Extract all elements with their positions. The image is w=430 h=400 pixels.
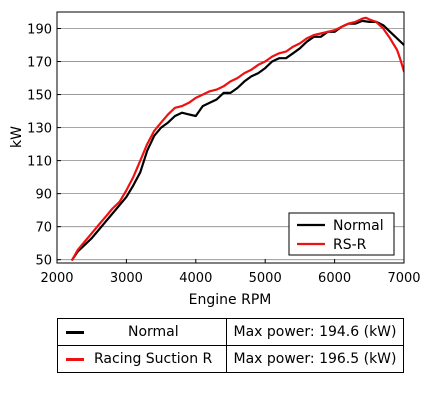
power-chart: 2000 3000 4000 5000 6000 7000 50 70 90 110 130 150… [9,11,421,308]
y-tick-label: 190 [27,23,52,38]
normal-swatch [66,330,84,334]
y-axis-ticks: 50 70 90 110 130 150 170 190 [27,23,61,269]
y-tick-label: 170 [27,56,52,71]
x-tick-label: 7000 [387,271,420,286]
table-cell-power: Max power: 196.5 (kW) [226,345,404,373]
legend-label-normal: Normal [333,218,384,234]
x-tick-label: 2000 [40,271,73,286]
y-tick-label: 110 [27,155,52,170]
grid-lines [57,28,404,261]
y-tick-label: 150 [27,89,52,104]
rsr-swatch [66,357,84,361]
max-power-table: Normal Max power: 194.6 (kW) Racing Suct… [57,318,404,373]
series-line-rs-r [71,16,404,261]
y-tick-label: 90 [35,188,52,203]
y-tick-label: 50 [35,254,52,269]
chart-legend: Normal RS-R [288,212,395,256]
legend-box [288,212,395,256]
x-axis-ticks: 2000 3000 4000 5000 6000 7000 [40,259,421,286]
x-axis-title: Engine RPM [189,292,272,308]
x-tick-label: 6000 [318,271,351,286]
table-cell-name: Normal [57,318,227,346]
table-row-normal: Normal Max power: 194.6 (kW) [57,318,404,346]
x-tick-label: 5000 [249,271,282,286]
plot-frame [56,11,405,264]
y-tick-label: 130 [27,122,52,137]
table-name-rsr: Racing Suction R [94,351,213,367]
table-name-normal: Normal [128,324,179,340]
y-tick-label: 70 [35,221,52,236]
legend-label-rsr: RS-R [333,237,367,253]
x-tick-label: 4000 [179,271,212,286]
table-row-rsr: Racing Suction R Max power: 196.5 (kW) [57,345,404,373]
x-tick-label: 3000 [110,271,143,286]
series-lines [71,16,404,261]
y-axis-title: kW [9,126,25,148]
table-cell-name: Racing Suction R [57,345,227,373]
table-cell-power: Max power: 194.6 (kW) [226,318,404,346]
